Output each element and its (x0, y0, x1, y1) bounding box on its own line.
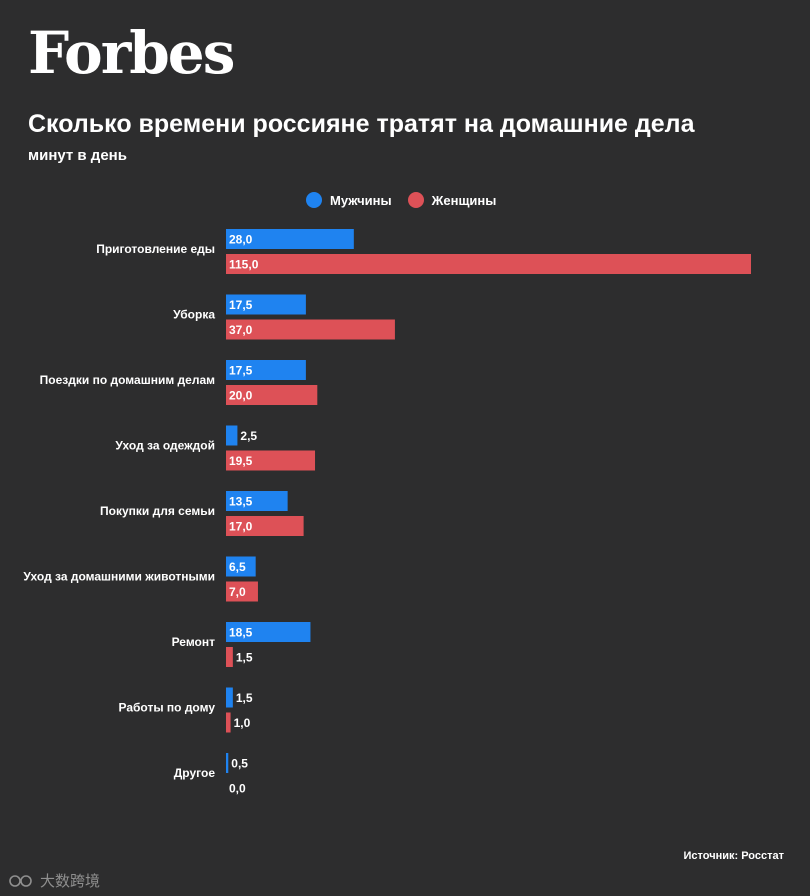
bar-men-cat-3[interactable] (226, 425, 238, 446)
legend-dot-women (407, 192, 424, 208)
value-label-men-cat-1: 17,5 (229, 298, 253, 312)
bar-men-cat-7[interactable] (226, 687, 233, 708)
category-label-cat-0: Приготовление еды (96, 242, 215, 256)
legend-dot-men (306, 192, 322, 208)
bar-women-cat-3[interactable] (226, 450, 316, 471)
chart-title: Сколько времени россияне тратят на домаш… (28, 110, 695, 138)
legend-label-women: Женщины (431, 192, 497, 208)
bar-women-cat-2[interactable] (226, 385, 318, 405)
bar-women-cat-5[interactable] (226, 581, 258, 602)
bar-men-cat-8[interactable] (226, 753, 229, 773)
value-label-women-cat-0: 115,0 (229, 258, 259, 272)
value-label-women-cat-6: 1,5 (236, 651, 253, 665)
value-label-women-cat-2: 20,0 (229, 389, 253, 403)
bar-men-cat-1[interactable] (226, 294, 306, 315)
bar-women-cat-1[interactable] (226, 319, 395, 340)
bar-men-cat-5[interactable] (226, 556, 256, 577)
value-label-men-cat-4: 13,5 (229, 495, 253, 509)
value-label-women-cat-5: 7,0 (229, 585, 246, 599)
category-label-cat-7: Работы по дому (118, 701, 215, 715)
value-label-men-cat-8: 0,5 (231, 757, 248, 771)
value-label-women-cat-8: 0,0 (229, 782, 246, 796)
value-label-women-cat-7: 1,0 (234, 716, 251, 730)
logo-mark-icon (9, 874, 32, 887)
category-label-cat-8: Другое (174, 766, 216, 780)
watermark: 大数跨境 (8, 870, 100, 891)
legend-item-men[interactable]: Мужчины (306, 192, 392, 208)
bar-women-cat-0[interactable] (226, 254, 751, 274)
chart-legend: Мужчины Женщины (306, 192, 496, 208)
bar-women-cat-6[interactable] (226, 647, 233, 667)
legend-item-women[interactable]: Женщины (407, 192, 497, 208)
value-label-men-cat-0: 28,0 (229, 233, 253, 247)
category-label-cat-2: Поездки по домашним делам (40, 373, 215, 387)
value-label-women-cat-1: 37,0 (229, 323, 253, 337)
category-label-cat-5: Уход за домашними животными (23, 570, 215, 584)
chart-subtitle: минут в день (28, 147, 127, 164)
category-label-cat-4: Покупки для семьи (100, 504, 215, 518)
bar-men-cat-0[interactable] (226, 229, 354, 249)
bar-men-cat-4[interactable] (226, 491, 288, 511)
category-label-cat-6: Ремонт (172, 635, 216, 649)
source-note: Источник: Росстат (683, 850, 785, 862)
value-label-men-cat-6: 18,5 (229, 626, 253, 640)
bar-men-cat-6[interactable] (226, 622, 311, 642)
value-label-women-cat-3: 19,5 (229, 454, 253, 468)
category-label-cat-3: Уход за одеждой (115, 439, 215, 453)
bar-women-cat-7[interactable] (226, 712, 231, 733)
value-label-men-cat-2: 17,5 (229, 364, 253, 378)
bar-women-cat-4[interactable] (226, 516, 304, 536)
bar-men-cat-2[interactable] (226, 360, 306, 380)
forbes-logo: Forbes (28, 19, 235, 87)
value-label-men-cat-3: 2,5 (240, 429, 257, 443)
legend-label-men: Мужчины (330, 192, 392, 208)
value-label-men-cat-5: 6,5 (229, 560, 246, 574)
value-label-men-cat-7: 1,5 (236, 691, 253, 705)
value-label-women-cat-4: 17,0 (229, 520, 253, 534)
watermark-text: 大数跨境 (40, 873, 101, 890)
category-label-cat-1: Уборка (173, 308, 215, 322)
